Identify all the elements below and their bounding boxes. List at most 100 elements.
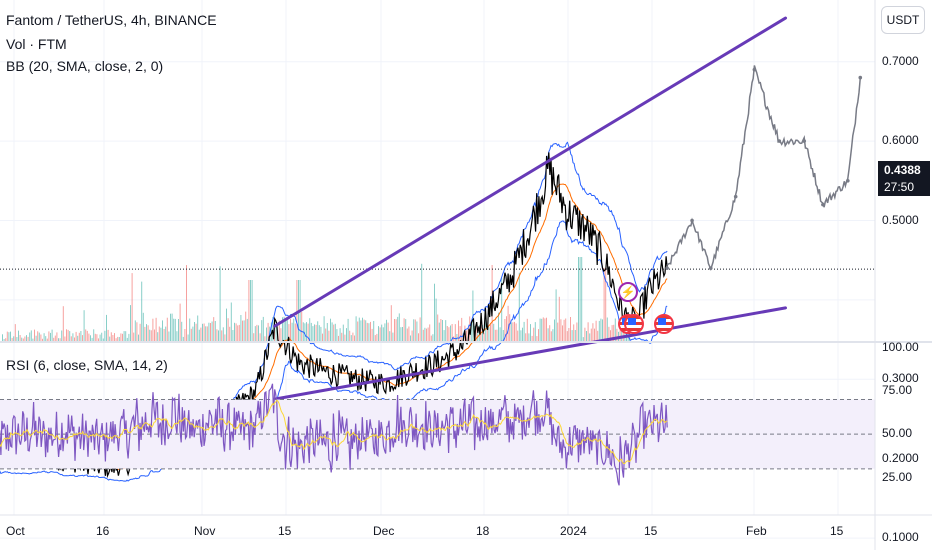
rsi-legend[interactable]: RSI (6, close, SMA, 14, 2)	[6, 357, 168, 373]
volume-bar	[533, 327, 535, 342]
volume-bar	[262, 316, 264, 342]
volume-bar	[443, 330, 445, 342]
volume-bar	[242, 320, 243, 342]
volume-bar	[542, 317, 544, 342]
lightning-icon[interactable]: ⚡	[618, 282, 638, 302]
volume-bar	[554, 319, 555, 342]
volume-bar	[290, 319, 291, 342]
volume-bar	[126, 337, 128, 342]
volume-bar	[154, 329, 155, 342]
volume-bar	[362, 317, 363, 342]
volume-bar	[515, 323, 517, 342]
volume-bar	[440, 319, 442, 342]
volume-bar	[210, 323, 211, 342]
volume-bar	[208, 322, 210, 342]
volume-bar	[61, 330, 63, 342]
volume-bar	[80, 331, 82, 342]
volume-bar	[173, 318, 175, 342]
volume-bar	[259, 333, 261, 342]
volume-bar	[203, 323, 205, 342]
volume-bar	[118, 337, 120, 342]
volume-bar	[112, 335, 114, 342]
volume-bar	[45, 336, 47, 342]
volume-bar	[539, 318, 541, 342]
volume-bar	[616, 328, 618, 342]
volume-bar	[267, 322, 269, 342]
volume-bar	[357, 321, 359, 342]
volume-bar	[490, 324, 491, 342]
volume-bar	[483, 332, 485, 342]
volume-legend[interactable]: Vol · FTM	[6, 36, 67, 52]
volume-bar	[194, 322, 195, 342]
rsi-tick-label: 100.00	[882, 339, 919, 354]
volume-bar	[258, 325, 259, 342]
volume-bar	[248, 280, 250, 342]
volume-bar	[134, 320, 136, 342]
volume-bar	[422, 329, 424, 342]
volume-bar	[32, 338, 34, 342]
volume-bar	[368, 323, 370, 342]
volume-bar	[309, 318, 311, 342]
volume-bar	[389, 331, 391, 342]
volume-bar	[34, 329, 35, 342]
price-tick-label: 0.6000	[882, 133, 919, 148]
volume-bar	[202, 323, 203, 342]
volume-bar	[42, 338, 43, 342]
volume-bar	[328, 330, 330, 342]
currency-button[interactable]: USDT	[881, 6, 925, 34]
volume-bar	[120, 333, 122, 342]
volume-bar	[226, 308, 227, 342]
volume-bar	[498, 312, 499, 342]
volume-bar	[459, 326, 461, 342]
volume-bar	[520, 330, 522, 342]
volume-bar	[448, 327, 450, 342]
volume-bar	[549, 325, 551, 342]
volume-bar	[608, 326, 610, 342]
volume-bar	[98, 338, 99, 342]
volume-bar	[382, 327, 384, 342]
volume-bar	[48, 331, 50, 342]
volume-bar	[224, 334, 226, 342]
symbol-title[interactable]: Fantom / TetherUS, 4h, BINANCE	[6, 12, 217, 28]
volume-bar	[46, 338, 48, 342]
volume-bar	[602, 319, 603, 342]
volume-bar	[416, 321, 418, 342]
volume-bar	[470, 321, 472, 342]
volume-bar	[3, 339, 5, 342]
volume-bar	[411, 330, 413, 342]
volume-bar	[189, 318, 191, 342]
volume-bar	[109, 336, 111, 342]
volume-bar	[307, 323, 309, 342]
volume-bar	[342, 324, 344, 342]
volume-bar	[291, 322, 293, 342]
volume-bar	[6, 331, 8, 342]
trendlines[interactable]	[273, 16, 788, 401]
volume-bar	[67, 329, 69, 342]
rsi-pane	[0, 383, 875, 486]
volume-bar	[232, 330, 234, 342]
volume-bar	[152, 318, 154, 342]
volume-bar	[200, 327, 202, 342]
volume-bar	[392, 332, 394, 342]
volume-bar	[435, 298, 437, 342]
volume-bar	[181, 321, 183, 342]
us-flag-icon[interactable]	[654, 314, 674, 334]
volume-bar	[370, 321, 371, 342]
volume-bar	[314, 324, 315, 342]
volume-bar	[398, 313, 400, 342]
volume-bar	[256, 324, 258, 342]
volume-bar	[43, 333, 45, 342]
volume-bar	[536, 336, 538, 342]
projection-point	[802, 139, 807, 143]
volume-bar	[475, 324, 477, 342]
us-flag-icon[interactable]	[624, 314, 644, 334]
projection-point	[858, 75, 863, 80]
volume-bar	[312, 326, 314, 342]
price-tick-label: 0.7000	[882, 53, 919, 68]
volume-bar	[216, 329, 218, 342]
volume-bar	[555, 289, 557, 342]
volume-bar	[18, 330, 19, 342]
volume-bar	[461, 317, 463, 342]
bb-legend[interactable]: BB (20, SMA, close, 2, 0)	[6, 58, 164, 74]
